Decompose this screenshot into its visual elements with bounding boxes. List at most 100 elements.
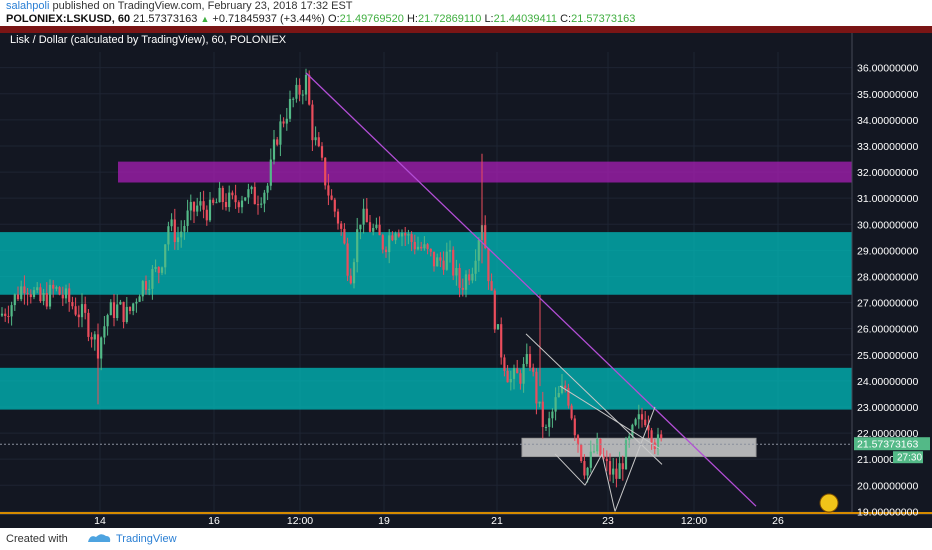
- candle-down: [333, 199, 336, 212]
- candle-down: [461, 287, 464, 290]
- y-tick-label: 25.00000000: [857, 350, 918, 362]
- up-arrow-icon: ▲: [200, 14, 210, 24]
- candle-up: [160, 267, 164, 273]
- candle-down: [237, 202, 240, 208]
- candle-up: [628, 436, 631, 440]
- w-leg-2: [584, 453, 603, 486]
- candle-up: [551, 411, 554, 419]
- candle-up: [592, 451, 596, 453]
- candle-down: [503, 357, 506, 371]
- candle-down: [397, 233, 400, 237]
- candle-up: [208, 199, 212, 221]
- candle-down: [564, 385, 567, 389]
- y-tick-label: 27.00000000: [857, 298, 918, 310]
- candle-down: [231, 192, 234, 196]
- flag-icon[interactable]: [819, 493, 839, 513]
- candle-down: [317, 137, 320, 147]
- y-tick-label: 32.00000000: [857, 167, 918, 179]
- candle-up: [557, 392, 560, 398]
- candle-down: [84, 304, 87, 313]
- channel-upper: [525, 333, 663, 465]
- candle-down: [71, 301, 74, 307]
- candle-down: [493, 290, 496, 330]
- candle-down: [570, 405, 573, 419]
- open-label: O:: [328, 13, 340, 25]
- candle-down: [39, 287, 42, 302]
- x-tick-label: 26: [772, 515, 784, 527]
- symbol-label: POLONIEX:LSKUSD, 60: [6, 13, 131, 25]
- candle-down: [650, 430, 653, 443]
- candle-up: [394, 233, 397, 241]
- candle-up: [596, 439, 599, 452]
- publish-info: published on TradingView.com, February 2…: [49, 0, 353, 12]
- candle-up: [612, 468, 615, 475]
- candle-down: [343, 228, 346, 244]
- candle-up: [119, 301, 122, 305]
- candle-down: [500, 324, 503, 358]
- footer: Created with TradingView: [0, 528, 932, 550]
- high-value: 21.72869110: [417, 13, 482, 25]
- y-tick-label: 30.00000000: [857, 219, 918, 231]
- candle-down: [439, 257, 442, 261]
- candle-down: [276, 139, 279, 145]
- candle-down: [468, 274, 471, 281]
- high-label: H:: [406, 13, 418, 25]
- candle-up: [42, 293, 45, 302]
- candle-up: [618, 463, 621, 479]
- candle-down: [340, 223, 343, 229]
- candle-up: [400, 233, 404, 237]
- chart-panel[interactable]: Lisk / Dollar (calculated by TradingView…: [0, 26, 932, 528]
- candle-down: [26, 293, 29, 295]
- price-axis[interactable]: [852, 33, 932, 514]
- price-chart[interactable]: Lisk / Dollar (calculated by TradingView…: [0, 26, 932, 528]
- x-tick-label: 12:00: [681, 515, 707, 527]
- y-tick-label: 36.00000000: [857, 63, 918, 75]
- candle-down: [605, 458, 608, 462]
- candle-up: [48, 284, 52, 307]
- candle-down: [535, 371, 538, 404]
- candle-up: [80, 304, 84, 318]
- candle-down: [452, 249, 455, 276]
- candle-down: [282, 121, 285, 124]
- author-link[interactable]: salahpoli: [6, 0, 50, 12]
- candle-down: [576, 435, 580, 445]
- candle-down: [410, 234, 413, 242]
- candle-down: [432, 251, 436, 267]
- candle-down: [90, 336, 93, 340]
- candle-down: [541, 401, 544, 427]
- candle-up: [656, 434, 660, 450]
- tradingview-brand-link[interactable]: TradingView: [116, 533, 177, 545]
- tradingview-logo-icon[interactable]: [86, 531, 112, 545]
- candle-up: [477, 240, 480, 261]
- y-tick-label: 33.00000000: [857, 141, 918, 153]
- candle-down: [644, 419, 647, 426]
- candle-down: [580, 444, 583, 462]
- candle-up: [240, 200, 244, 208]
- candle-down: [212, 199, 215, 203]
- candle-down: [426, 244, 429, 249]
- candle-down: [7, 315, 10, 317]
- y-tick-label: 28.00000000: [857, 271, 918, 283]
- candle-up: [135, 301, 138, 304]
- candle-up: [141, 281, 144, 297]
- candle-down: [490, 281, 493, 291]
- candle-down: [391, 235, 394, 241]
- main-downtrend: [305, 72, 757, 507]
- candle-down: [640, 414, 644, 420]
- bottom-highlight: [0, 512, 932, 514]
- candle-down: [173, 219, 176, 243]
- candle-up: [228, 192, 231, 208]
- x-tick-label: 14: [94, 515, 106, 527]
- candle-down: [621, 463, 624, 470]
- candle-up: [464, 274, 468, 290]
- y-tick-label: 19.00000000: [857, 506, 918, 518]
- zone-cyan-lower: [0, 367, 852, 410]
- candle-up: [637, 414, 640, 420]
- candle-down: [442, 260, 445, 270]
- candle-down: [413, 241, 416, 250]
- candle-up: [176, 237, 180, 243]
- candle-up: [407, 234, 410, 236]
- candle-up: [554, 397, 557, 412]
- x-tick-label: 12:00: [287, 515, 313, 527]
- candle-down: [128, 306, 132, 311]
